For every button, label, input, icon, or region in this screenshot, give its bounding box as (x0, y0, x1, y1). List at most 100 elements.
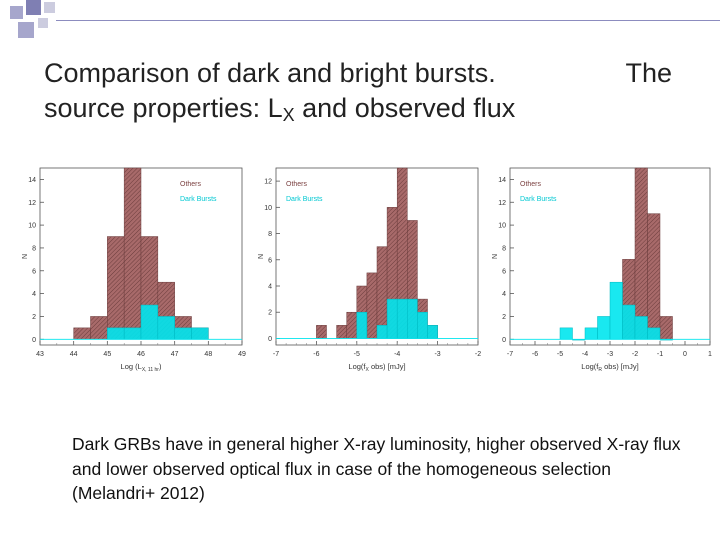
y-tick-label: 8 (502, 245, 506, 252)
dark-bursts-bar (622, 304, 636, 340)
x-tick-label: -4 (394, 351, 400, 358)
y-tick-label: 0 (502, 337, 506, 344)
y-tick-label: 2 (502, 314, 506, 321)
x-tick-label: -3 (607, 351, 613, 358)
dark-bursts-bar (584, 327, 598, 340)
x-axis-label-end: ) (159, 362, 162, 371)
dark-bursts-bar (123, 327, 142, 340)
x-axis-label-main: Log (L (121, 362, 142, 371)
x-tick-label: 48 (204, 351, 212, 358)
x-axis-label-main: Log(f (581, 362, 599, 371)
x-tick-label: -6 (313, 351, 319, 358)
legend-others: Others (520, 181, 542, 188)
others-bar (659, 316, 673, 340)
dark-bursts-bar (157, 316, 175, 340)
x-axis-label-sub: X (366, 367, 370, 373)
x-tick-label: -4 (582, 351, 588, 358)
legend-others: Others (180, 181, 202, 188)
dark-bursts-bar (417, 311, 428, 339)
title-rule (56, 20, 720, 21)
others-bar (73, 327, 91, 340)
title-line-1-tail: The (625, 58, 672, 88)
y-tick-label: 12 (264, 179, 272, 186)
dark-bursts-bar (356, 311, 368, 339)
x-axis-label: Log(fR obs) [mJy] (581, 362, 638, 373)
others-bar (90, 316, 108, 340)
others-bar (346, 311, 358, 339)
y-tick-label: 6 (32, 268, 36, 275)
others-bar (336, 325, 347, 339)
y-tick-label: 10 (498, 223, 506, 230)
dark-bursts-bar (597, 316, 611, 340)
histogram-xray-luminosity: 43 44 45 46 47 48 49 0 2 4 6 8 10 12 14 Others Dark Burs… (22, 160, 252, 375)
x-axis-label-end: obs) [mJy] (369, 362, 406, 371)
y-tick-label: 10 (28, 223, 36, 230)
corner-square-decoration (38, 18, 48, 28)
y-tick-label: 4 (32, 291, 36, 298)
x-axis-label: Log (LX, 11 hr) (121, 362, 162, 373)
y-tick-label: 2 (268, 310, 272, 317)
corner-square-decoration (18, 22, 34, 38)
others-bar (123, 167, 142, 340)
histogram-optical-flux: -7 -6 -5 -4 -3 -2 -1 0 1 0 2 4 6 8 10 12 14 Others Dark Bu… (492, 160, 720, 375)
x-tick-label: -7 (273, 351, 279, 358)
y-tick-label: 14 (28, 177, 36, 184)
dark-bursts-bar (386, 298, 398, 339)
y-tick-label: 12 (28, 200, 36, 207)
y-tick-label: 10 (264, 205, 272, 212)
y-tick-label: 14 (498, 177, 506, 184)
legend-others: Others (286, 181, 308, 188)
y-tick-label: 8 (268, 231, 272, 238)
x-axis-label: Log(fX obs) [mJy] (348, 362, 405, 373)
x-tick-label: -5 (354, 351, 360, 358)
y-axis-label: N (22, 254, 29, 259)
x-tick-label: 44 (70, 351, 78, 358)
y-tick-label: 6 (268, 257, 272, 264)
x-axis-label-sub: X, 11 hr (142, 367, 159, 373)
y-tick-label: 4 (268, 284, 272, 291)
x-tick-label: 47 (171, 351, 179, 358)
others-bar (634, 167, 648, 340)
dark-bursts-bar (376, 325, 388, 339)
dark-bursts-bar (174, 327, 192, 340)
dark-bursts-bar (559, 327, 573, 340)
histogram-svg: -7 -6 -5 -4 -3 -2 0 2 4 6 8 10 12 Others Dark Bursts N L… (258, 167, 481, 373)
x-tick-label: -6 (532, 351, 538, 358)
y-tick-label: 2 (32, 314, 36, 321)
corner-square-decoration (10, 6, 23, 19)
corner-square-decoration (26, 0, 41, 15)
y-tick-label: 12 (498, 200, 506, 207)
x-axis-label-main: Log(f (348, 362, 366, 371)
y-tick-label: 4 (502, 291, 506, 298)
title-line-2-text: source properties: L (44, 93, 283, 123)
x-tick-label: -3 (434, 351, 440, 358)
y-tick-label: 0 (268, 336, 272, 343)
dark-bursts-bar (647, 327, 661, 340)
slide-caption: Dark GRBs have in general higher X-ray l… (72, 434, 681, 503)
histogram-xray-flux: -7 -6 -5 -4 -3 -2 0 2 4 6 8 10 12 Others Dark Bursts N L… (258, 160, 488, 375)
y-tick-label: 6 (502, 268, 506, 275)
x-axis-label-end: obs) [mJy] (602, 362, 639, 371)
y-axis-label: N (258, 254, 265, 259)
title-line-2: source properties: LX and observed flux (44, 93, 515, 125)
y-tick-label: 0 (32, 337, 36, 344)
others-bar (376, 246, 388, 339)
x-tick-label: 43 (36, 351, 44, 358)
title-subscript: X (282, 105, 295, 125)
x-tick-label: -2 (475, 351, 481, 358)
dark-bursts-bar (191, 327, 209, 340)
dark-bursts-bar (634, 316, 648, 340)
dark-bursts-bar (427, 325, 438, 339)
others-bar (366, 272, 378, 339)
slide-title: Comparison of dark and bright bursts. The… (44, 56, 694, 133)
y-axis-label: N (492, 254, 499, 259)
x-tick-label: -2 (632, 351, 638, 358)
dark-bursts-bar (407, 298, 418, 339)
title-line-1: Comparison of dark and bright bursts. (44, 58, 496, 88)
x-tick-label: 0 (683, 351, 687, 358)
x-tick-label: -7 (507, 351, 513, 358)
legend-dark-bursts: Dark Bursts (286, 196, 323, 203)
x-tick-label: 49 (238, 351, 246, 358)
